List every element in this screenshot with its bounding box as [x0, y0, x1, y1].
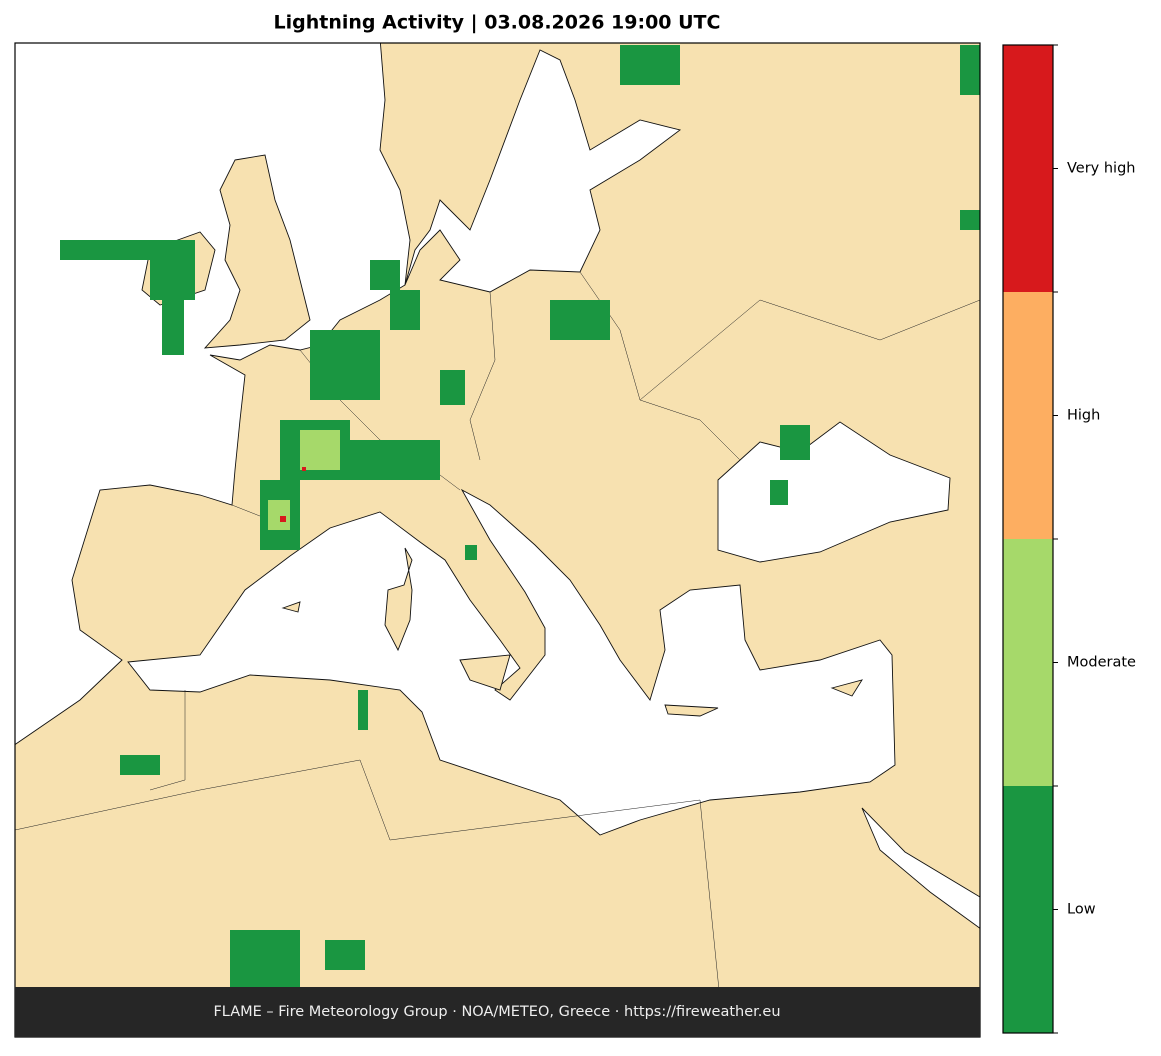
colorbar-segment: [1003, 45, 1053, 292]
colorbar-frame: [1002, 44, 1054, 1034]
map-title: Lightning Activity | 03.08.2026 19:00 UT…: [274, 12, 721, 34]
great-britain: [203, 154, 311, 349]
lightning: [60, 45, 980, 987]
colorbar-label: Low: [1067, 902, 1096, 918]
colorbar-label: Moderate: [1067, 655, 1136, 671]
colorbar-segment: [1003, 786, 1053, 1033]
borders: [469, 291, 496, 461]
colorbar-label: Very high: [1067, 161, 1135, 177]
corsica-sardinia: [384, 547, 413, 652]
colorbar: Low Moderate High Very high: [1002, 44, 1136, 1034]
borders: [15, 759, 721, 1001]
borders: [149, 690, 186, 791]
colorbar-label: High: [1067, 408, 1100, 424]
red-sea: [861, 807, 980, 929]
mediterranean: [127, 488, 896, 836]
colorbar-segment: [1003, 292, 1053, 539]
footer-text: FLAME – Fire Meteorology Group · NOA/MET…: [213, 1004, 780, 1020]
map: FLAME – Fire Meteorology Group · NOA/MET…: [14, 42, 981, 1038]
colorbar-segment: [1003, 539, 1053, 786]
crete: [664, 704, 719, 717]
cyprus: [830, 679, 863, 697]
footer-bar: [15, 987, 980, 1037]
north-sea-baltic: [404, 49, 682, 293]
balearics: [281, 601, 301, 613]
borders: [639, 299, 980, 401]
sicily: [459, 654, 511, 691]
atlantic: [15, 43, 411, 746]
